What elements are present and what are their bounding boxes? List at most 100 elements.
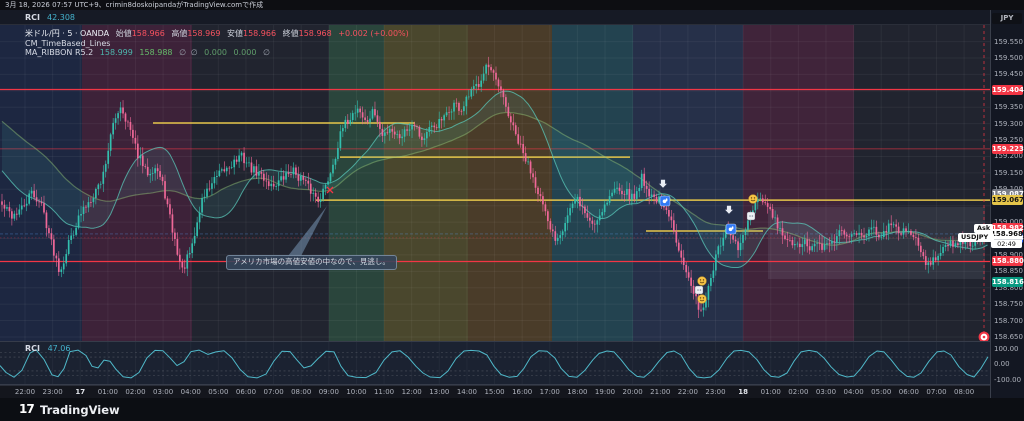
time-axis-label: 01:00 — [97, 388, 118, 396]
target-marker[interactable] — [978, 331, 990, 341]
price-axis-label: 159.300 — [994, 119, 1023, 128]
price-badge: 159.087 — [992, 188, 1024, 199]
rci-pane-label: RCI — [25, 344, 41, 353]
currency-tag: JPY — [992, 13, 1022, 24]
high-value: 158.969 — [187, 29, 221, 38]
time-axis-label: 07:00 — [263, 388, 284, 396]
price-axis-label: 159.250 — [994, 136, 1023, 145]
ma-slow-line[interactable] — [1, 111, 988, 246]
note-callout[interactable]: アメリカ市場の高値安値の中なので、見逃し。 — [226, 255, 397, 270]
session-band — [82, 25, 192, 341]
pane-separator-bottom[interactable] — [0, 384, 990, 385]
rci-top-pane-value: 42.308 — [47, 13, 75, 22]
blue-badge-marker[interactable] — [659, 195, 671, 207]
legend-symbol-row[interactable]: 米ドル/円 · 5 · OANDA 始値 158.966 高値158.969 安値… — [25, 29, 409, 39]
arrow-down-marker[interactable] — [657, 179, 669, 189]
time-axis-label: 09:00 — [318, 388, 339, 396]
blue-badge-marker[interactable] — [725, 223, 737, 235]
time-axis-label: 20:00 — [622, 388, 643, 396]
ma-fast-line[interactable] — [1, 90, 988, 268]
price-axis-label: 159.500 — [994, 54, 1023, 62]
rci-pane-legend[interactable]: RCI 47.06 — [25, 344, 70, 353]
rci-axis-label: 0.00 — [994, 360, 1010, 368]
time-axis-label: 03:00 — [153, 388, 174, 396]
close-label: 終値 — [282, 29, 299, 38]
main-price-chart[interactable] — [0, 25, 990, 341]
symbol-title: 米ドル/円 · 5 · OANDA — [25, 29, 110, 38]
symbol-pill: USDJPY — [958, 233, 992, 242]
white-badge-marker[interactable] — [746, 211, 756, 221]
session-band — [633, 25, 743, 341]
time-axis-label: 08:00 — [953, 388, 975, 396]
time-axis-label: 16:00 — [512, 388, 533, 396]
arrow-down-marker[interactable] — [723, 205, 735, 215]
rci-indicator-pane[interactable] — [0, 342, 990, 384]
price-axis-label: 159.350 — [994, 103, 1023, 112]
time-axis-label: 18:00 — [567, 388, 588, 396]
price-axis-label: 159.000 — [994, 218, 1023, 226]
price-axis-label: 158.700 — [994, 316, 1023, 325]
price-badge: 159.223 — [992, 143, 1024, 154]
empty-value-2: ∅ — [190, 48, 198, 57]
time-axis-label: 13:00 — [429, 388, 450, 396]
session-band — [329, 25, 384, 341]
low-label: 安値 — [226, 29, 243, 38]
legend-indicator-row-timebased[interactable]: CM_TimeBased_Lines — [25, 39, 409, 49]
time-axis-label: 15:00 — [484, 388, 505, 396]
callout-tail — [288, 206, 327, 256]
time-axis-label: 11:00 — [373, 388, 395, 396]
session-band — [854, 25, 990, 341]
low-value: 158.966 — [242, 29, 277, 38]
time-axis[interactable]: 22:00 23:00 17 01:00 02:00 03:00 04:00 05:00 06:… — [0, 385, 1024, 398]
emoji-face-marker[interactable] — [748, 194, 758, 204]
last-price: 158.968 — [991, 230, 1023, 238]
open-label: 始値 — [115, 29, 132, 38]
price-axis-label: 158.900 — [994, 250, 1023, 259]
indicator2-title: MA_RIBBON R5.2 — [25, 48, 94, 57]
time-axis-label: 01:00 — [760, 388, 781, 396]
countdown-price-box: 158.968 02:49 — [991, 229, 1023, 248]
indicator1-title: CM_TimeBased_Lines — [25, 38, 111, 48]
price-axis-label: 158.800 — [994, 283, 1023, 292]
empty-value-1: ∅ — [179, 48, 187, 57]
zero-value-2: 0.000 — [233, 48, 257, 57]
time-axis-label: 05:00 — [871, 388, 892, 396]
tradingview-brand[interactable]: TradingView — [40, 403, 120, 417]
time-axis-label: 14:00 — [456, 388, 477, 396]
rci-top-pane[interactable]: RCI 42.308 — [0, 10, 1024, 25]
bar-countdown: 02:49 — [991, 239, 1022, 248]
white-badge-marker[interactable] — [694, 285, 704, 295]
red-x-marker[interactable] — [326, 186, 334, 194]
price-axis-label: 158.750 — [994, 300, 1023, 309]
time-axis-label: 05:00 — [208, 388, 229, 396]
time-axis-label: 10:00 — [346, 388, 367, 396]
pane-separator-top[interactable] — [0, 341, 990, 342]
emoji-face-marker[interactable] — [697, 276, 707, 286]
price-axis-label: 158.650 — [994, 332, 1023, 341]
time-axis-label: 22:00 — [14, 388, 36, 396]
chart-legend: 米ドル/円 · 5 · OANDA 始値 158.966 高値158.969 安値… — [25, 29, 409, 58]
session-band — [552, 25, 633, 341]
price-axis[interactable]: 159.550 159.500 159.450 159.350 159.300 159.2… — [990, 10, 1024, 398]
session-band — [384, 25, 468, 341]
time-axis-label: 07:00 — [926, 388, 947, 396]
time-axis-label: 17 — [75, 388, 86, 396]
time-axis-label: 19:00 — [594, 388, 616, 396]
time-axis-label: 12:00 — [401, 388, 422, 396]
change-value: +0.002 (+0.00%) — [338, 29, 409, 38]
time-axis-label: 04:00 — [180, 388, 201, 396]
empty-value-3: ∅ — [263, 48, 270, 57]
price-badge: 158.816 — [992, 277, 1024, 288]
time-axis-label: 17:00 — [539, 388, 560, 396]
time-axis-label: 23:00 — [42, 388, 63, 396]
price-axis-label: 159.150 — [994, 168, 1023, 177]
price-axis-label: 158.850 — [994, 267, 1023, 276]
legend-indicator-row-maribbon[interactable]: MA_RIBBON R5.2 158.999 158.988 ∅ ∅ 0.000… — [25, 48, 409, 58]
time-axis-label: 03:00 — [815, 388, 837, 396]
emoji-face-marker[interactable] — [697, 294, 707, 304]
price-badge: 159.404 — [992, 84, 1024, 95]
price-badge: 158.880 — [992, 256, 1024, 267]
high-label: 高値 — [171, 29, 188, 38]
time-axis-label: 04:00 — [843, 388, 864, 396]
tradingview-logo-icon[interactable]: 17 — [19, 402, 35, 416]
